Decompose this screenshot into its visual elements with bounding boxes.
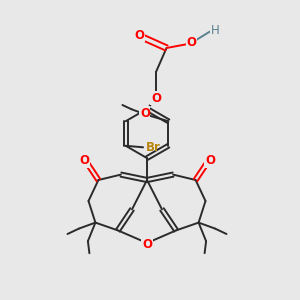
Text: Br: Br [146, 141, 160, 154]
Text: O: O [187, 36, 197, 49]
Text: H: H [210, 24, 219, 37]
Text: O: O [205, 154, 215, 167]
Text: O: O [134, 29, 145, 42]
Text: O: O [151, 92, 161, 105]
Text: O: O [142, 238, 152, 251]
Text: O: O [140, 107, 150, 120]
Text: O: O [79, 154, 89, 167]
